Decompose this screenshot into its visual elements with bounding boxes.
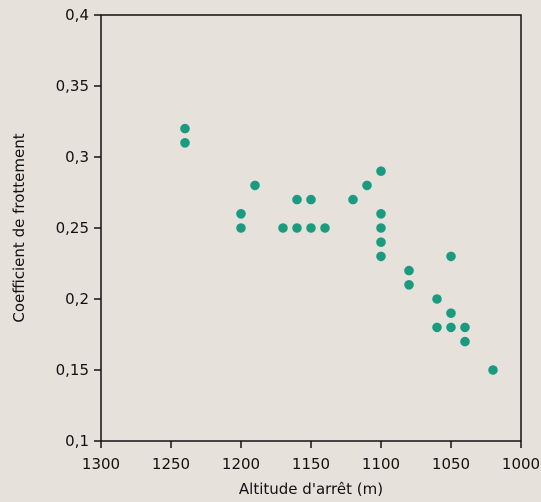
data-point: [376, 209, 386, 219]
data-points: [180, 123, 498, 375]
data-point: [404, 265, 414, 276]
data-point: [292, 194, 302, 205]
data-point: [348, 194, 358, 205]
data-point: [236, 209, 246, 219]
y-tick-label: 0,2: [65, 290, 89, 308]
data-point: [320, 223, 330, 233]
data-point: [488, 365, 498, 375]
data-point: [404, 280, 414, 290]
data-point: [376, 223, 386, 233]
x-tick-label: 1300: [82, 455, 120, 473]
data-point: [236, 223, 246, 233]
x-tick-label: 1000: [502, 455, 540, 473]
data-point: [292, 223, 302, 233]
data-point: [362, 180, 372, 191]
x-tick-label: 1050: [432, 455, 470, 473]
data-point: [460, 336, 470, 347]
data-point: [446, 308, 456, 319]
x-tick-label: 1150: [292, 455, 330, 473]
data-point: [376, 237, 386, 247]
data-point: [180, 123, 190, 134]
y-tick-label: 0,15: [56, 361, 89, 379]
x-axis: 1300 1250 1200 1150 1100 1050 1000: [82, 441, 540, 473]
y-axis-title: Coefficient de frottement: [10, 133, 28, 322]
data-point: [446, 251, 456, 262]
y-tick-label: 0,1: [65, 432, 89, 450]
data-point: [432, 294, 442, 304]
data-point: [250, 180, 260, 191]
y-tick-label: 0,25: [56, 219, 89, 237]
data-point: [376, 166, 386, 176]
data-point: [376, 251, 386, 262]
data-point: [460, 322, 470, 333]
x-axis-title: Altitude d'arrêt (m): [239, 480, 383, 498]
data-point: [432, 322, 442, 333]
x-tick-label: 1200: [222, 455, 260, 473]
y-tick-label: 0,4: [65, 6, 89, 24]
y-tick-label: 0,35: [56, 77, 89, 95]
y-tick-label: 0,3: [65, 148, 89, 166]
data-point: [306, 223, 316, 233]
y-axis: 0,1 0,15 0,2 0,25 0,3 0,35 0,4: [56, 6, 101, 450]
data-point: [180, 138, 190, 148]
data-point: [446, 322, 456, 333]
x-tick-label: 1250: [152, 455, 190, 473]
x-tick-label: 1100: [362, 455, 400, 473]
data-point: [306, 194, 316, 205]
data-point: [278, 223, 288, 233]
